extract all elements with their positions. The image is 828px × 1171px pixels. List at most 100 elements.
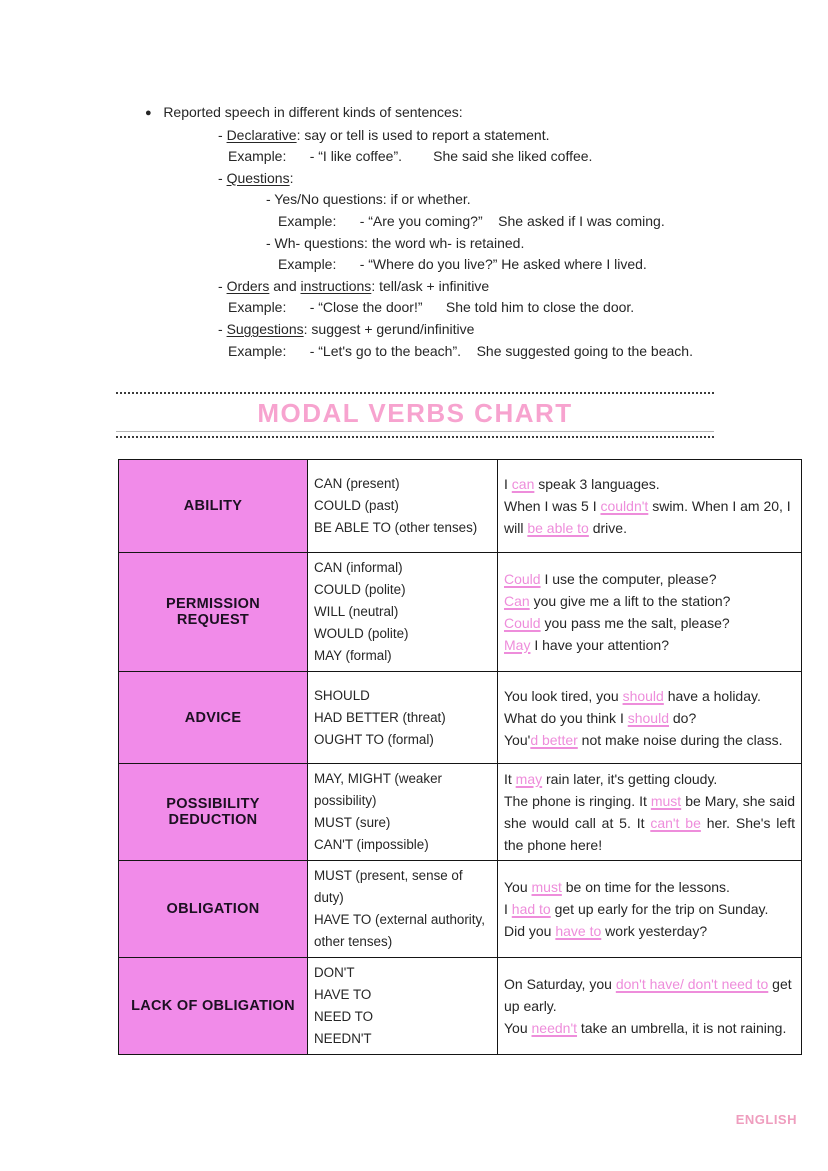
note-line: - Orders and instructions: tell/ask + in… (0, 276, 788, 298)
title-block: MODAL VERBS CHART (116, 392, 714, 438)
example-sentence: May I have your attention? (504, 634, 795, 656)
example-sentence: It may rain later, it's getting cloudy. (504, 768, 795, 790)
text-segment: have a holiday. (663, 687, 761, 704)
modal-highlight: needn't (531, 1020, 578, 1036)
form-line: OUGHT TO (formal) (314, 731, 434, 747)
text-segment: What do you think I (504, 709, 628, 726)
dotted-rule-bottom (116, 436, 714, 438)
example-sentence: Could you pass me the salt, please? (504, 612, 795, 634)
category-label: POSSIBILITY (166, 796, 260, 812)
text-segment: Declarative (226, 126, 297, 143)
forms-cell: MAY, MIGHT (weaker possibility) MUST (sur… (307, 763, 498, 861)
text-segment: You' (504, 731, 531, 748)
example-sentence: Did you have to work yesterday? (504, 920, 795, 942)
table-row: ABILITY CAN (present) COULD (past) BE ABLE … (118, 459, 802, 553)
example-sentence: You'd better not make noise during the c… (504, 729, 795, 751)
form-line: MAY, MIGHT (weaker possibility) (314, 771, 442, 808)
form-line: COULD (past) (314, 498, 399, 513)
category-cell: PERMISSION REQUEST (118, 552, 308, 672)
text-segment: I have your attention? (530, 637, 669, 653)
text-segment: : suggest + gerund/infinitive (303, 320, 475, 337)
text-segment: and (269, 277, 301, 294)
form-line: HAVE TO (external authority, other tense… (314, 912, 485, 949)
forms-cell: DON'T HAVE TO NEED TO NEEDN'T (307, 957, 498, 1055)
category-cell: ABILITY (118, 459, 308, 553)
example-sentence: I had to get up early for the trip on Su… (504, 898, 795, 920)
text-segment: The phone is ringing. It (504, 793, 651, 809)
note-line: - Declarative: say or tell is used to re… (0, 125, 788, 147)
example-sentence: The phone is ringing. It must be Mary, s… (504, 790, 795, 856)
form-line: COULD (polite) (314, 582, 406, 597)
forms-cell: MUST (present, sense of duty) HAVE TO (ex… (307, 860, 498, 958)
examples-cell: You must be on time for the lessons. I ha… (497, 860, 802, 958)
form-line: MAY (formal) (314, 648, 392, 663)
note-line: Example: - “Close the door!” She told hi… (0, 297, 788, 319)
form-line: HAD BETTER (threat) (314, 709, 446, 725)
text-segment: I (504, 476, 512, 492)
modal-highlight: may (515, 771, 543, 787)
form-line: WOULD (polite) (314, 626, 409, 641)
category-cell: ADVICE (118, 671, 308, 764)
form-line: MUST (present, sense of duty) (314, 868, 463, 905)
bullet-icon: ● (145, 107, 152, 119)
category-label: LACK OF OBLIGATION (131, 998, 295, 1014)
form-line: BE ABLE TO (other tenses) (314, 520, 478, 535)
dotted-rule-top (116, 392, 714, 394)
text-segment: Example: - “Let's go to the beach”. She … (228, 342, 693, 359)
modal-highlight: Could (504, 571, 541, 587)
modal-verbs-table: ABILITY CAN (present) COULD (past) BE ABLE … (118, 459, 802, 1055)
form-line: WILL (neutral) (314, 604, 399, 619)
text-segment: get up early. (504, 976, 792, 1014)
example-sentence: What do you think I should do? (504, 707, 795, 729)
example-sentence: I can speak 3 languages. (504, 473, 795, 495)
text-segment: speak 3 languages. (534, 476, 660, 492)
text-segment: I use the computer, please? (540, 571, 717, 587)
modal-highlight: must (650, 793, 682, 809)
text-segment: : tell/ask + infinitive (371, 277, 490, 294)
text-segment: - (218, 126, 227, 143)
modal-highlight: have to (555, 923, 602, 939)
forms-cell: SHOULD HAD BETTER (threat) OUGHT TO (forma… (307, 671, 498, 764)
text-segment: Questions (226, 169, 290, 186)
text-segment: take an umbrella, it is not raining. (577, 1020, 787, 1036)
text-segment: Example: - “Close the door!” She told hi… (228, 299, 635, 316)
modal-highlight: be able to (527, 520, 589, 536)
examples-cell: I can speak 3 languages. When I was 5 I c… (497, 459, 802, 553)
text-segment: do? (669, 709, 697, 726)
text-segment: - (218, 169, 227, 186)
modal-highlight: May (504, 637, 531, 653)
category-cell: LACK OF OBLIGATION (118, 957, 308, 1055)
page-title: MODAL VERBS CHART (257, 398, 573, 428)
note-line: Example: - “Are you coming?” She asked i… (0, 211, 788, 233)
form-line: CAN'T (impossible) (314, 837, 429, 852)
notes-section: ● Reported speech in different kinds of … (0, 102, 788, 362)
note-line: Example: - “Where do you live?” He asked… (0, 254, 788, 276)
modal-highlight: should (627, 709, 669, 726)
text-segment: you pass me the salt, please? (540, 615, 730, 631)
table-row: ADVICE SHOULD HAD BETTER (threat) OUGHT TO … (118, 671, 802, 764)
text-segment: On Saturday, you (504, 976, 616, 992)
text-segment: You (504, 1020, 532, 1036)
text-segment: work yesterday? (601, 923, 708, 939)
note-line: Example: - “I like coffee”. She said she… (0, 146, 788, 168)
text-segment: not make noise during the class. (577, 731, 783, 748)
text-segment: Orders (226, 277, 270, 294)
modal-highlight: Can (504, 593, 530, 609)
form-line: CAN (present) (314, 476, 400, 491)
modal-highlight: don't have/ don't need to (615, 976, 769, 992)
text-segment: be on time for the lessons. (561, 879, 730, 895)
solid-rule (116, 431, 714, 432)
table-row: PERMISSION REQUEST CAN (informal) COULD (po… (118, 552, 802, 672)
forms-cell: CAN (informal) COULD (polite) WILL (neutra… (307, 552, 498, 672)
text-segment: Reported speech in different kinds of se… (151, 104, 463, 120)
text-segment: instructions (300, 277, 372, 294)
text-segment: : (289, 169, 294, 186)
text-segment: - Yes/No questions: if or whether. (266, 191, 471, 208)
examples-cell: You look tired, you should have a holida… (497, 671, 802, 764)
text-segment: Example: - “I like coffee”. She said she… (228, 148, 593, 165)
note-line: - Yes/No questions: if or whether. (0, 189, 788, 211)
text-segment: It (504, 771, 516, 787)
example-sentence: Can you give me a lift to the station? (504, 590, 795, 612)
text-segment: Suggestions (226, 320, 304, 337)
